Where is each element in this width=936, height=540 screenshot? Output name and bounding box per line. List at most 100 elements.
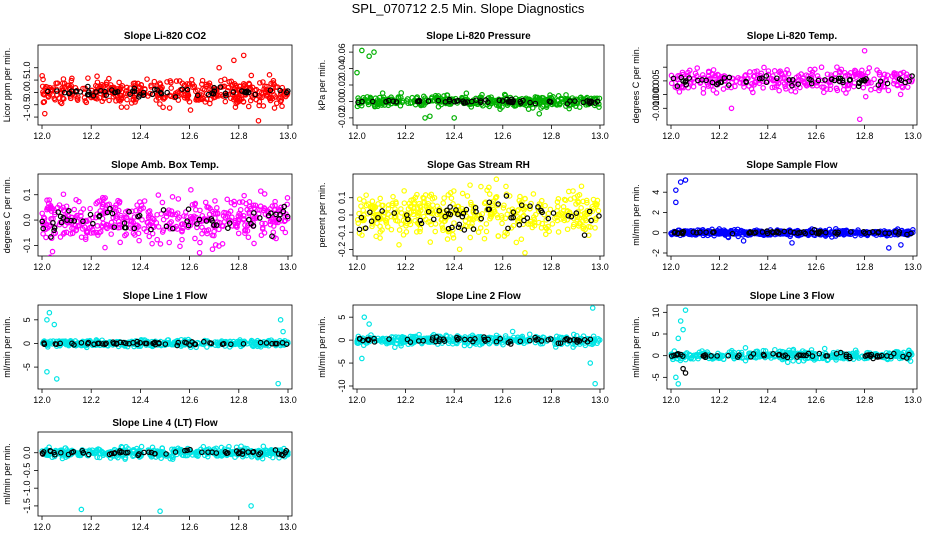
data-point	[439, 225, 446, 231]
data-point	[363, 192, 369, 198]
data-point	[80, 220, 86, 227]
data-point	[587, 224, 594, 230]
data-point	[469, 215, 476, 222]
data-point	[49, 248, 56, 255]
data-point	[408, 209, 414, 216]
data-point	[809, 353, 816, 359]
data-point	[245, 103, 252, 110]
data-point	[447, 334, 454, 340]
data-point	[903, 74, 910, 81]
data-point	[570, 188, 576, 194]
data-point	[427, 239, 434, 245]
y-tick-label: 0.06	[337, 43, 347, 61]
data-point	[237, 83, 243, 90]
y-tick-label: 0.000	[651, 83, 661, 106]
x-tick-label: 12.0	[33, 395, 51, 405]
data-point	[53, 341, 60, 347]
data-point	[247, 205, 254, 212]
data-point	[789, 77, 796, 83]
data-point	[578, 183, 585, 190]
data-point	[155, 192, 162, 198]
data-point	[189, 339, 195, 345]
data-point	[486, 191, 493, 197]
data-point	[860, 84, 867, 91]
data-point	[130, 230, 137, 237]
data-point	[416, 209, 422, 216]
data-point	[222, 90, 229, 97]
data-point	[257, 188, 264, 194]
data-point	[770, 350, 776, 357]
data-point	[445, 210, 452, 217]
data-point	[760, 85, 766, 91]
data-point	[99, 81, 105, 88]
data-point	[821, 84, 827, 91]
data-point	[214, 205, 220, 211]
data-point	[393, 99, 400, 105]
x-tick-label: 12.8	[543, 395, 561, 405]
data-point	[429, 196, 436, 202]
data-point	[179, 86, 185, 92]
data-point	[275, 380, 281, 387]
data-point	[489, 200, 495, 206]
points-group	[39, 309, 291, 387]
x-tick-label: 12.0	[33, 262, 51, 272]
panel-title: Slope Sample Flow	[746, 160, 837, 171]
data-point	[395, 94, 402, 100]
data-point	[383, 98, 389, 105]
data-point	[281, 203, 288, 210]
data-point	[866, 229, 873, 236]
data-point	[359, 232, 365, 238]
data-point	[395, 334, 402, 341]
data-point	[464, 193, 471, 199]
data-point	[356, 210, 362, 217]
data-point	[78, 339, 85, 346]
data-point	[209, 208, 216, 215]
data-point	[113, 202, 119, 208]
data-point	[592, 225, 598, 231]
data-point	[385, 202, 392, 208]
data-point	[197, 207, 203, 214]
data-point	[362, 336, 369, 343]
data-point	[783, 349, 789, 356]
data-point	[148, 449, 155, 456]
data-point	[836, 78, 843, 84]
data-point	[245, 234, 252, 241]
data-point	[282, 217, 289, 224]
data-point	[592, 380, 598, 387]
data-point	[705, 83, 712, 89]
data-point	[693, 352, 699, 359]
data-point	[270, 215, 277, 222]
data-point	[491, 208, 498, 215]
data-point	[726, 82, 732, 88]
data-point	[199, 449, 205, 456]
data-point	[108, 450, 115, 457]
data-point	[71, 342, 77, 348]
data-point	[361, 198, 367, 204]
data-point	[517, 193, 523, 200]
data-point	[856, 116, 863, 123]
data-point	[522, 195, 528, 202]
y-tick-label: 5	[22, 317, 32, 322]
points-group	[668, 47, 915, 123]
data-point	[782, 83, 788, 90]
data-point	[775, 229, 782, 236]
y-tick-label: 10	[651, 307, 661, 317]
data-point	[467, 234, 474, 241]
data-point	[593, 201, 599, 208]
data-point	[41, 110, 48, 117]
y-tick-label: 5	[337, 315, 347, 320]
plot-frame	[352, 44, 605, 126]
data-point	[372, 204, 379, 211]
x-tick-label: 12.2	[711, 262, 729, 272]
data-point	[398, 90, 405, 96]
data-point	[224, 196, 231, 203]
data-point	[248, 337, 255, 344]
data-point	[225, 450, 231, 456]
data-point	[282, 229, 289, 236]
data-point	[495, 233, 502, 239]
data-point	[369, 98, 376, 105]
data-point	[187, 446, 193, 453]
data-point	[769, 84, 776, 91]
data-point	[158, 211, 165, 217]
data-point	[60, 191, 67, 198]
